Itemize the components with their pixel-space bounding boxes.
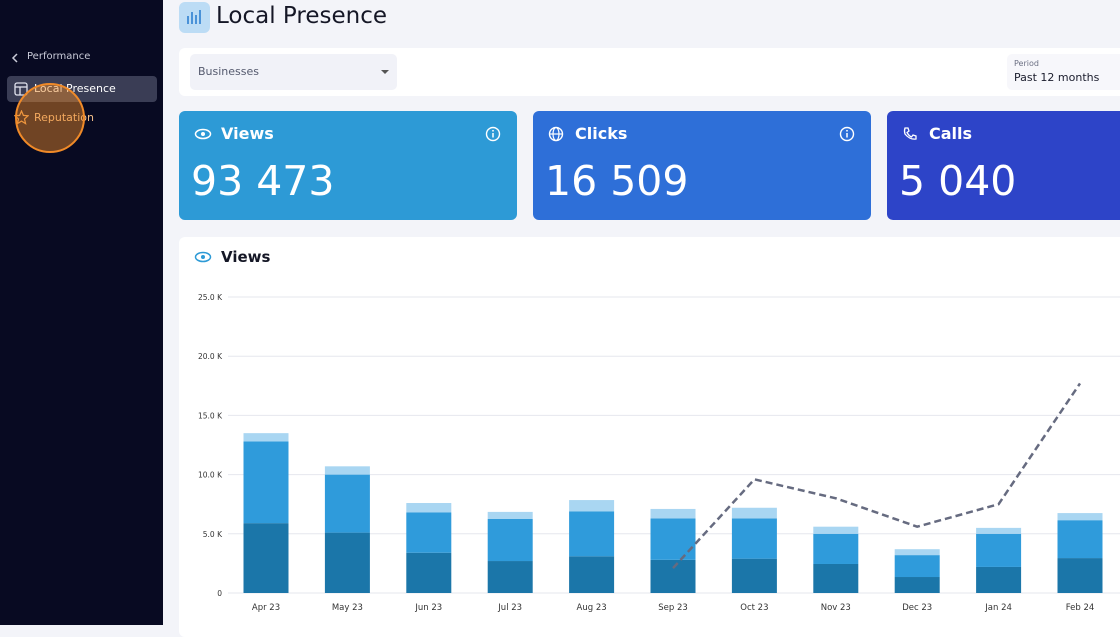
page-title: Local Presence bbox=[216, 3, 387, 29]
bar-segment bbox=[976, 527, 1022, 534]
kpi-card: Views 93 473 bbox=[179, 111, 517, 220]
chart: 0 5.0 K 10.0 K 15.0 K 20.0 K 25.0 K Apr 23 May … bbox=[198, 293, 1120, 613]
bar-segment bbox=[731, 558, 777, 593]
bar-segment bbox=[487, 511, 533, 519]
cursor-highlight bbox=[15, 83, 85, 153]
y-tick-label: 15.0 K bbox=[198, 411, 223, 420]
bar-segment bbox=[243, 433, 289, 442]
bar-segment bbox=[894, 549, 940, 556]
kpi-label: Clicks bbox=[575, 124, 628, 143]
bar-segment bbox=[569, 500, 615, 512]
info-icon[interactable] bbox=[485, 126, 501, 142]
filter-bar: Businesses Period Past 12 months bbox=[179, 48, 1120, 96]
kpi-value: 16 509 bbox=[545, 157, 689, 205]
kpi-label: Calls bbox=[929, 124, 973, 143]
chart-card: Views 0 5.0 K 10.0 K 15.0 K 20.0 K 25.0 K Apr … bbox=[179, 237, 1120, 637]
chart-title: Views bbox=[221, 248, 271, 266]
bar-segment bbox=[1057, 558, 1103, 593]
bar-segment bbox=[569, 511, 615, 557]
bar-segment bbox=[894, 577, 940, 593]
bar-segment bbox=[976, 533, 1022, 567]
bar-segment bbox=[731, 507, 777, 519]
kpi-icon bbox=[194, 128, 212, 140]
kpi-icon bbox=[548, 126, 564, 142]
kpi-value: 93 473 bbox=[191, 157, 335, 205]
kpi-value: 5 040 bbox=[899, 157, 1017, 205]
x-tick-label: Sep 23 bbox=[658, 603, 688, 613]
bar-segment bbox=[569, 556, 615, 593]
bar-segment bbox=[650, 559, 696, 593]
bar-segment bbox=[324, 474, 370, 533]
x-tick-label: Jun 23 bbox=[414, 603, 442, 613]
x-tick-label: Feb 24 bbox=[1066, 603, 1095, 613]
x-tick-label: Aug 23 bbox=[577, 603, 607, 613]
sidebar: Performance Local Presence Reputation bbox=[0, 0, 163, 625]
x-tick-label: Jul 23 bbox=[497, 603, 522, 613]
bar-segment bbox=[406, 552, 452, 593]
x-tick-label: Jan 24 bbox=[984, 603, 1012, 613]
y-tick-label: 20.0 K bbox=[198, 352, 223, 361]
business-dropdown[interactable]: Businesses bbox=[190, 54, 397, 90]
bar-segment bbox=[324, 466, 370, 475]
kpi-label: Views bbox=[221, 124, 274, 143]
bar-segment bbox=[650, 518, 696, 560]
bar-segment bbox=[813, 526, 859, 534]
bar-segment bbox=[487, 519, 533, 562]
bar-segment bbox=[406, 503, 452, 513]
bar-segment bbox=[731, 518, 777, 559]
nav-icon bbox=[14, 82, 28, 96]
back-link[interactable]: Performance bbox=[27, 51, 91, 62]
y-tick-label: 10.0 K bbox=[198, 471, 223, 480]
y-tick-label: 5.0 K bbox=[203, 530, 223, 539]
bar-segment bbox=[406, 512, 452, 553]
bar-segment bbox=[243, 523, 289, 593]
bar-segment bbox=[894, 555, 940, 578]
period-label: Period bbox=[1014, 59, 1039, 68]
period-value: Past 12 months bbox=[1014, 71, 1100, 84]
line-series bbox=[672, 382, 1082, 569]
x-tick-label: Apr 23 bbox=[252, 603, 280, 613]
bar-segment bbox=[243, 441, 289, 524]
kpi-card: Calls 5 040 bbox=[887, 111, 1120, 220]
kpi-icon bbox=[903, 127, 917, 140]
title-icon bbox=[179, 2, 210, 33]
period-select[interactable]: Period Past 12 months bbox=[1007, 54, 1120, 90]
y-tick-label: 0 bbox=[217, 589, 222, 598]
bar-segment bbox=[813, 533, 859, 564]
x-tick-label: May 23 bbox=[332, 603, 363, 613]
bar-segment bbox=[1057, 513, 1103, 521]
bar-segment bbox=[976, 566, 1022, 593]
dropdown-caret bbox=[381, 70, 389, 74]
info-icon[interactable] bbox=[839, 126, 855, 142]
kpi-card: Clicks 16 509 bbox=[533, 111, 871, 220]
x-tick-label: Oct 23 bbox=[740, 603, 768, 613]
bar-segment bbox=[650, 508, 696, 519]
y-tick-label: 25.0 K bbox=[198, 293, 223, 302]
bar-segment bbox=[1057, 520, 1103, 559]
dropdown-label: Businesses bbox=[198, 65, 260, 78]
x-tick-label: Dec 23 bbox=[902, 603, 932, 613]
x-tick-label: Nov 23 bbox=[821, 603, 851, 613]
chart-icon bbox=[194, 251, 212, 263]
bar-segment bbox=[487, 561, 533, 593]
bar-segment bbox=[324, 532, 370, 593]
back-icon bbox=[11, 53, 18, 63]
bar-segment bbox=[813, 563, 859, 593]
